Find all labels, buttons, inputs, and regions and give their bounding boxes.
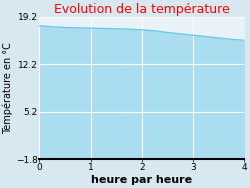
Y-axis label: Température en °C: Température en °C bbox=[3, 42, 13, 134]
Title: Evolution de la température: Evolution de la température bbox=[54, 3, 230, 16]
X-axis label: heure par heure: heure par heure bbox=[91, 175, 192, 185]
